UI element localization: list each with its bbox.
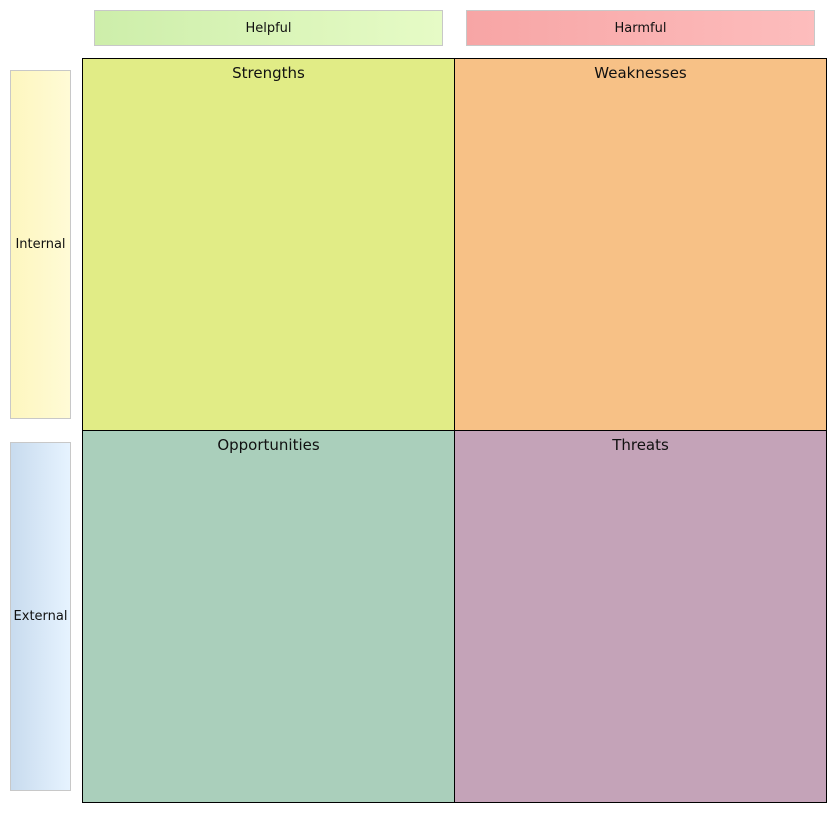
threats-quadrant[interactable]: Threats xyxy=(454,430,827,803)
external-label: External xyxy=(13,609,68,624)
harmful-column-header: Harmful xyxy=(466,10,815,46)
strengths-title: Strengths xyxy=(232,64,305,82)
opportunities-title: Opportunities xyxy=(217,436,320,454)
weaknesses-quadrant[interactable]: Weaknesses xyxy=(454,58,827,431)
weaknesses-title: Weaknesses xyxy=(594,64,687,82)
threats-title: Threats xyxy=(612,436,669,454)
strengths-quadrant[interactable]: Strengths xyxy=(82,58,455,431)
helpful-column-header: Helpful xyxy=(94,10,443,46)
harmful-label: Harmful xyxy=(614,20,667,36)
helpful-label: Helpful xyxy=(245,20,292,36)
opportunities-quadrant[interactable]: Opportunities xyxy=(82,430,455,803)
internal-label: Internal xyxy=(15,237,66,252)
internal-row-header: Internal xyxy=(10,70,71,419)
external-row-header: External xyxy=(10,442,71,791)
